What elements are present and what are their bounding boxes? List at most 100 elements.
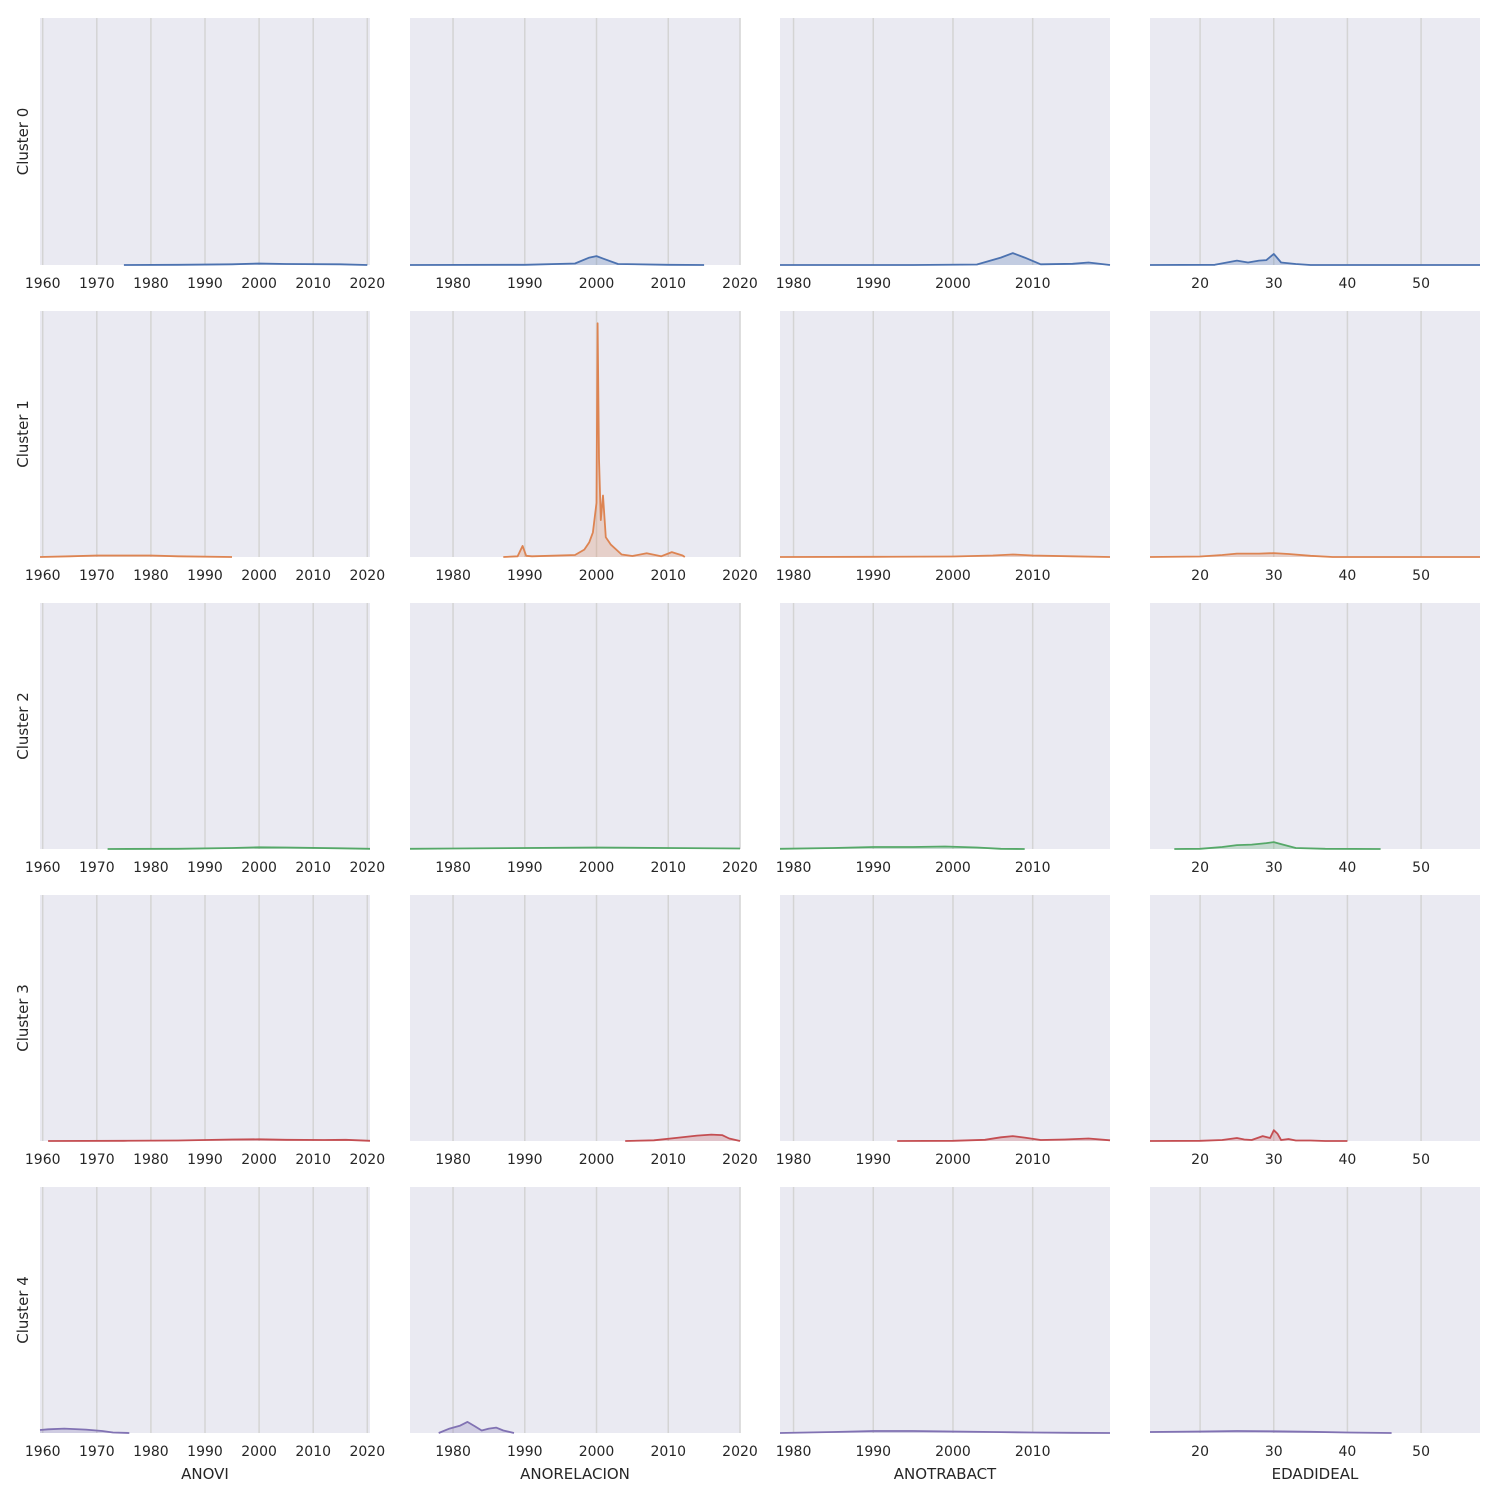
x-tick-label: 1990 [855, 1444, 891, 1460]
panel-r4-c3: 20 30 40 50 [1149, 1187, 1480, 1460]
x-tick-label: 40 [1338, 568, 1356, 584]
x-tick-label: 2000 [579, 1152, 615, 1168]
x-tick-label: 1980 [435, 1152, 471, 1168]
panel-r4-c1: 1980 1990 2000 2010 2020 [410, 1187, 758, 1460]
x-tick-label: 20 [1191, 1444, 1209, 1460]
x-tick-label: 1990 [187, 860, 223, 876]
x-tick-label: 2010 [650, 276, 686, 292]
plot-background [780, 311, 1110, 557]
x-tick-label: 2000 [935, 1444, 971, 1460]
x-tick-label: 1990 [507, 1444, 543, 1460]
x-tick-label: 1990 [855, 1152, 891, 1168]
x-tick-label: 1990 [187, 1152, 223, 1168]
x-tick-label: 2000 [579, 276, 615, 292]
x-tick-label: 2020 [722, 568, 758, 584]
x-tick-label: 1990 [187, 276, 223, 292]
x-tick-label: 2010 [1015, 1152, 1051, 1168]
panel-r1-c3: 20 30 40 50 [1149, 311, 1480, 584]
x-tick-label: 2010 [650, 568, 686, 584]
plot-background [780, 18, 1110, 265]
x-tick-label: 2020 [722, 860, 758, 876]
x-tick-label: 2020 [349, 860, 385, 876]
plot-background [410, 895, 740, 1141]
x-axis-title: EDADIDEAL [1272, 1465, 1359, 1483]
x-tick-label: 2010 [1015, 568, 1051, 584]
density-line [438, 1421, 515, 1434]
density-line [1149, 552, 1480, 558]
x-tick-label: 40 [1338, 1152, 1356, 1168]
panel-r1-c0: 1960 1970 1980 1990 2000 2010 2020 [25, 311, 385, 584]
panel-r0-c1: 1980 1990 2000 2010 2020 [409, 18, 758, 292]
x-tick-label: 2020 [722, 1152, 758, 1168]
plot-background [1150, 1187, 1480, 1433]
x-tick-label: 2020 [349, 1444, 385, 1460]
x-tick-label: 20 [1191, 568, 1209, 584]
density-line [48, 1138, 371, 1142]
plot-background [410, 1187, 740, 1433]
x-tick-label: 20 [1191, 276, 1209, 292]
plot-background [1150, 18, 1480, 265]
x-tick-label: 1980 [776, 860, 812, 876]
x-tick-label: 50 [1412, 1152, 1430, 1168]
x-tick-label: 50 [1412, 276, 1430, 292]
x-tick-label: 2000 [241, 1152, 277, 1168]
x-tick-label: 2000 [935, 568, 971, 584]
panel-r0-c2: 1980 1990 2000 2010 [776, 18, 1111, 292]
density-line [780, 252, 1111, 266]
x-tick-label: 40 [1338, 276, 1356, 292]
plot-background [410, 311, 740, 557]
x-tick-label: 1960 [25, 568, 61, 584]
x-tick-label: 1960 [25, 1152, 61, 1168]
x-tick-label: 1980 [776, 276, 812, 292]
x-tick-label: 1980 [133, 1152, 169, 1168]
x-tick-label: 20 [1191, 1152, 1209, 1168]
density-line [779, 553, 1111, 558]
density-line [897, 1135, 1111, 1142]
x-tick-label: 30 [1265, 1444, 1283, 1460]
x-tick-label: 1960 [25, 1444, 61, 1460]
x-tick-label: 2010 [295, 1444, 331, 1460]
x-tick-label: 1980 [435, 1444, 471, 1460]
x-tick-label: 2020 [722, 1444, 758, 1460]
density-line [779, 845, 1025, 850]
x-tick-label: 1980 [435, 568, 471, 584]
x-tick-label: 1990 [507, 276, 543, 292]
x-tick-label: 2010 [295, 1152, 331, 1168]
x-tick-label: 1980 [776, 568, 812, 584]
x-tick-label: 30 [1265, 568, 1283, 584]
x-tick-label: 30 [1265, 860, 1283, 876]
x-tick-label: 2010 [295, 568, 331, 584]
density-line [625, 1133, 741, 1142]
x-tick-label: 2020 [349, 1152, 385, 1168]
row-label: Cluster 2 [14, 692, 32, 760]
panel-r2-c3: 20 30 40 50 [1150, 603, 1480, 876]
plot-background [410, 603, 740, 849]
density-line [503, 322, 686, 558]
panel-r3-c2: 1980 1990 2000 2010 [776, 895, 1111, 1168]
row-label: Cluster 3 [14, 984, 32, 1052]
density-line [1149, 1430, 1392, 1434]
plot-background [780, 895, 1110, 1141]
x-tick-label: 30 [1265, 1152, 1283, 1168]
x-axis-title: ANOTRABACT [894, 1465, 997, 1483]
panel-r4-c0: 1960 1970 1980 1990 2000 2010 2020 [25, 1187, 385, 1460]
x-tick-label: 1980 [776, 1444, 812, 1460]
x-tick-label: 40 [1338, 1444, 1356, 1460]
panel-r1-c2: 1980 1990 2000 2010 [776, 311, 1111, 584]
panel-r2-c0: 1960 1970 1980 1990 2000 2010 2020 [25, 603, 385, 876]
x-tick-label: 2020 [349, 568, 385, 584]
x-tick-label: 2010 [1015, 1444, 1051, 1460]
x-tick-label: 2000 [241, 276, 277, 292]
row-label: Cluster 0 [14, 108, 32, 176]
x-tick-label: 1990 [855, 568, 891, 584]
x-tick-label: 1990 [507, 568, 543, 584]
x-tick-label: 2020 [349, 276, 385, 292]
row-label: Cluster 4 [14, 1276, 32, 1344]
panel-r3-c1: 1980 1990 2000 2010 2020 [410, 895, 758, 1168]
x-tick-label: 2020 [722, 276, 758, 292]
x-tick-label: 50 [1412, 568, 1430, 584]
x-tick-label: 1970 [79, 860, 115, 876]
row-label: Cluster 1 [14, 400, 32, 468]
density-line [1149, 1129, 1348, 1142]
x-tick-label: 2000 [579, 568, 615, 584]
